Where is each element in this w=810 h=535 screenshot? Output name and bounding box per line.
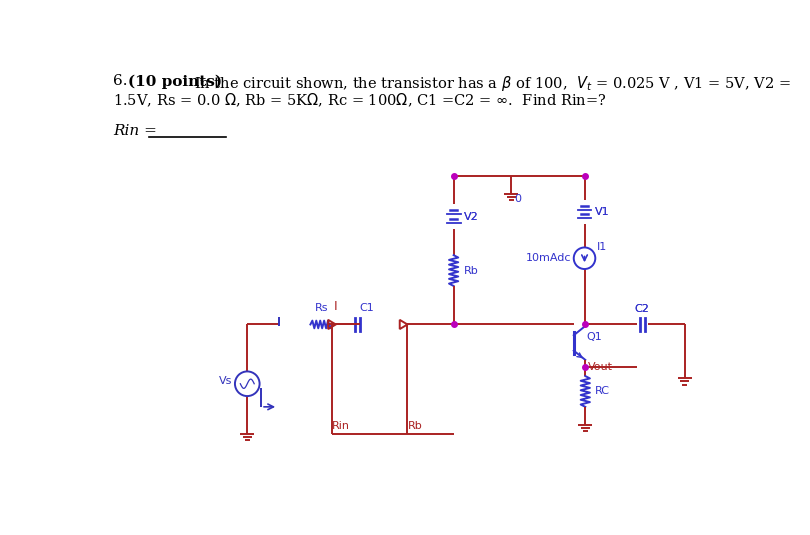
Text: Rb: Rb: [463, 265, 479, 276]
Text: Vs: Vs: [220, 377, 232, 386]
Text: Rb: Rb: [407, 421, 422, 431]
Text: Rin: Rin: [332, 421, 350, 431]
Text: 0: 0: [514, 194, 522, 204]
Text: Q1: Q1: [586, 332, 603, 342]
Text: 1.5V, Rs = 0.0 $\Omega$, Rb = 5K$\Omega$, Rc = 100$\Omega$, C1 =C2 = $\infty$.  : 1.5V, Rs = 0.0 $\Omega$, Rb = 5K$\Omega$…: [113, 92, 607, 109]
Text: C2: C2: [635, 304, 650, 315]
Text: In the circuit shown, the transistor has a $\beta$ of 100,  $V_t$ = 0.025 V , V1: In the circuit shown, the transistor has…: [194, 74, 791, 93]
Text: Rin =: Rin =: [113, 124, 157, 138]
Text: Vout: Vout: [587, 362, 612, 372]
Text: (10 points): (10 points): [128, 74, 222, 89]
Text: Rs: Rs: [314, 303, 328, 313]
Text: C1: C1: [359, 303, 373, 313]
Text: V2: V2: [463, 212, 479, 221]
Text: V2: V2: [463, 212, 479, 221]
Text: RC: RC: [595, 386, 610, 396]
Text: I: I: [334, 300, 338, 313]
Text: V1: V1: [595, 207, 609, 217]
Text: I1: I1: [597, 242, 608, 251]
Text: 10mAdc: 10mAdc: [526, 253, 571, 263]
Text: C2: C2: [635, 304, 650, 315]
Text: 6.: 6.: [113, 74, 128, 88]
Text: V1: V1: [595, 207, 609, 217]
